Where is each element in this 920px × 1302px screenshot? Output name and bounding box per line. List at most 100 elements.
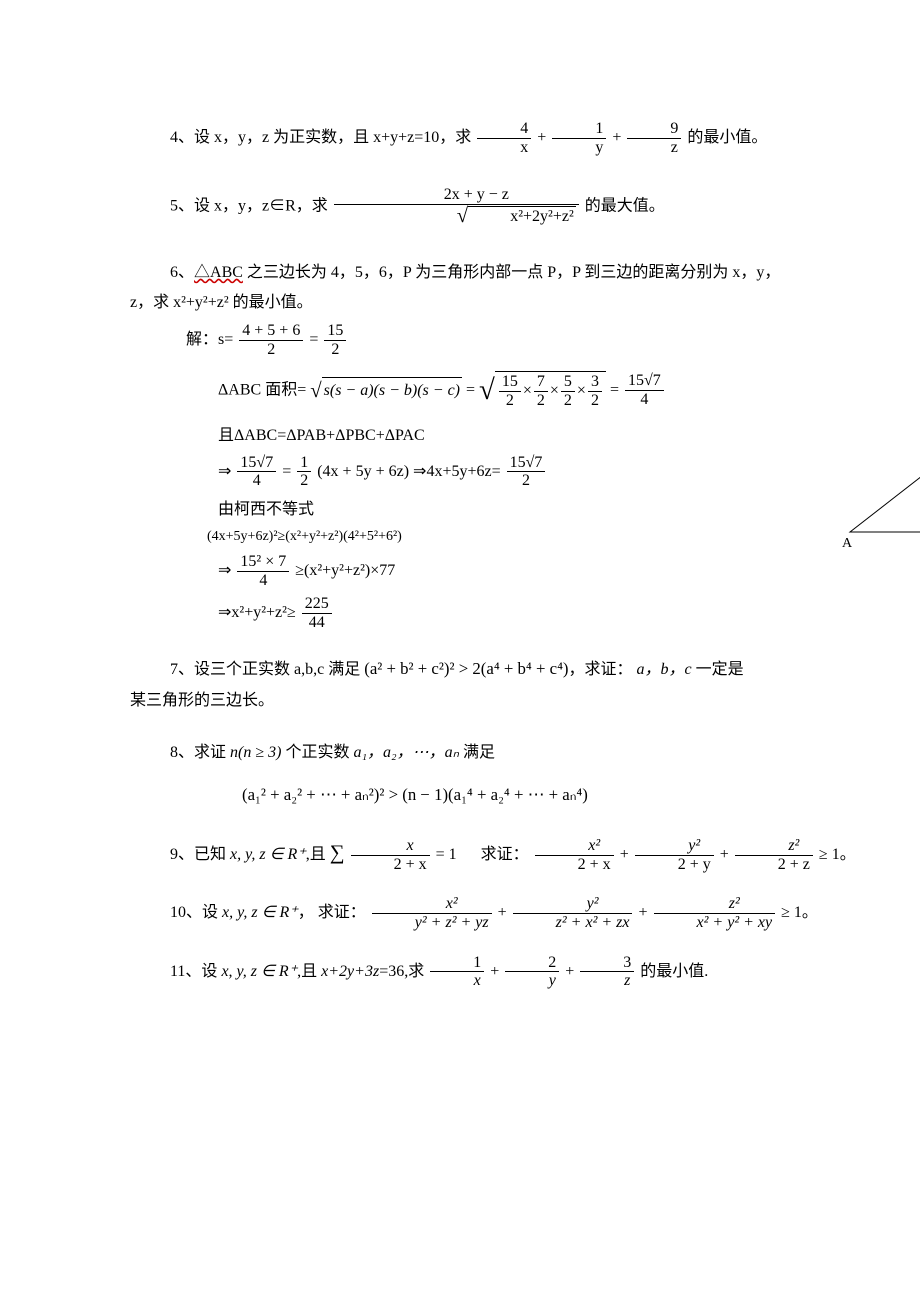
text: 满足 bbox=[463, 744, 495, 761]
expr: (a² + b² + c²)² > 2(a⁴ + b⁴ + c⁴) bbox=[364, 659, 568, 678]
denominator: y² + z² + yz bbox=[372, 914, 492, 932]
numerator: y² bbox=[513, 895, 633, 914]
cauchy-label: 由柯西不等式 bbox=[130, 498, 920, 522]
fraction: 152 bbox=[324, 322, 346, 358]
triangle-abc: △ABC bbox=[194, 264, 243, 281]
numerator: 7 bbox=[534, 373, 548, 392]
numerator: 3 bbox=[588, 373, 602, 392]
text: ,且 bbox=[306, 846, 326, 863]
domain: x, y, z ∈ R⁺ bbox=[221, 962, 297, 979]
numerator: 4 + 5 + 6 bbox=[239, 322, 303, 341]
numerator: 1 bbox=[297, 454, 311, 473]
expr: (4x + 5y + 6z) bbox=[317, 463, 409, 480]
text: 求证： bbox=[481, 846, 529, 863]
numerator: y² bbox=[635, 837, 714, 856]
label: 解：s= bbox=[186, 331, 233, 348]
numerator: 15 bbox=[324, 322, 346, 341]
op: + bbox=[537, 129, 546, 146]
problem-6-line1: 6、△ABC 之三边长为 4，5，6，P 为三角形内部一点 P，P 到三边的距离… bbox=[130, 258, 920, 288]
text: 求证： bbox=[318, 904, 366, 921]
op: ⇒ bbox=[218, 463, 231, 480]
fraction: y²z² + x² + zx bbox=[513, 895, 633, 931]
denominator: z² + x² + zx bbox=[513, 914, 633, 932]
problem-9: 9、已知 x, y, z ∈ R⁺,且 ∑ x2 + x = 1 求证： x²2… bbox=[130, 833, 920, 873]
numerator: x² bbox=[535, 837, 614, 856]
solution-imp1: ⇒ 15√74 = 12 (4x + 5y + 6z) ⇒4x+5y+6z= 1… bbox=[130, 454, 920, 490]
fraction: 72 bbox=[534, 373, 548, 409]
numerator: 15 bbox=[499, 373, 521, 392]
text: 设 bbox=[202, 904, 218, 921]
expr: x+2y+3z bbox=[321, 962, 379, 979]
text: ，求证： bbox=[569, 661, 633, 678]
problem-11-line: 11、设 x, y, z ∈ R⁺,且 x+2y+3z=36,求 1x + 2y… bbox=[130, 954, 920, 990]
vars: a，b，c bbox=[637, 661, 692, 678]
text: 之三边长为 4，5，6，P 为三角形内部一点 P，P 到三边的距离分别为 x，y… bbox=[243, 264, 781, 281]
seq: a₁，a₂，⋯，aₙ bbox=[353, 744, 459, 761]
fraction: x²y² + z² + yz bbox=[372, 895, 492, 931]
op: ⇒ bbox=[218, 562, 231, 579]
numerator: 5 bbox=[561, 373, 575, 392]
text: 设 x，y，z 为正实数，且 x+y+z=10，求 bbox=[194, 129, 471, 146]
fraction: 4x bbox=[477, 120, 531, 156]
op: × bbox=[523, 382, 532, 399]
sqrt: √s(s − a)(s − b)(s − c) bbox=[310, 375, 462, 406]
numerator: z² bbox=[654, 895, 776, 914]
problem-number: 4、 bbox=[170, 129, 194, 146]
expr: ≥(x²+y²+z²)×77 bbox=[295, 562, 395, 579]
problem-4-line: 4、设 x，y，z 为正实数，且 x+y+z=10，求 4x + 1y + 9z… bbox=[130, 120, 920, 156]
text: 设 x，y，z∈R，求 bbox=[194, 198, 328, 215]
op: + bbox=[565, 962, 574, 979]
text: 已知 bbox=[194, 846, 226, 863]
solution-imp3: ⇒x²+y²+z²≥ 22544 bbox=[130, 595, 920, 631]
problem-11: 11、设 x, y, z ∈ R⁺,且 x+2y+3z=36,求 1x + 2y… bbox=[130, 954, 920, 990]
denominator: 2 bbox=[499, 392, 521, 410]
fraction: 2y bbox=[505, 954, 559, 990]
denominator: 44 bbox=[302, 614, 332, 632]
denominator: 2 bbox=[239, 341, 303, 359]
op: + bbox=[490, 962, 499, 979]
numerator: x bbox=[351, 837, 430, 856]
text: 求证 bbox=[194, 744, 226, 761]
sqrt: √x²+2y²+z² bbox=[377, 205, 576, 228]
denominator: y bbox=[505, 972, 559, 990]
fraction: 1y bbox=[552, 120, 606, 156]
domain: x, y, z ∈ R⁺ bbox=[222, 904, 298, 921]
op: = 1 bbox=[436, 846, 457, 863]
denominator: 2 + x bbox=[535, 856, 614, 874]
expr: (a₁² + a₂² + ⋯ + aₙ²)² > (n − 1)(a₁⁴ + a… bbox=[242, 785, 588, 804]
fraction: 15√74 bbox=[237, 454, 276, 490]
problem-8-line1: 8、求证 n(n ≥ 3) 个正实数 a₁，a₂，⋯，aₙ 满足 bbox=[130, 738, 920, 768]
fraction: 22544 bbox=[302, 595, 332, 631]
problem-7-line2: 某三角形的三边长。 bbox=[130, 686, 920, 716]
numerator: 15√7 bbox=[507, 454, 546, 473]
numerator: z² bbox=[735, 837, 813, 856]
denominator: 4 bbox=[237, 472, 276, 490]
denominator: 2 bbox=[297, 472, 311, 490]
op: = bbox=[309, 331, 318, 348]
op: ≥ 1 bbox=[819, 846, 840, 863]
op: × bbox=[577, 382, 586, 399]
fraction: 15√72 bbox=[507, 454, 546, 490]
numerator: 15√7 bbox=[625, 372, 664, 391]
problem-9-line: 9、已知 x, y, z ∈ R⁺,且 ∑ x2 + x = 1 求证： x²2… bbox=[130, 833, 920, 873]
sqrt: √ 152×72×52×32 bbox=[479, 369, 606, 412]
problem-4: 4、设 x，y，z 为正实数，且 x+y+z=10，求 4x + 1y + 9z… bbox=[130, 120, 920, 156]
domain: x, y, z ∈ R⁺ bbox=[230, 846, 306, 863]
op: = bbox=[610, 381, 623, 398]
text: 。 bbox=[840, 846, 856, 863]
radicand: 152×72×52×32 bbox=[495, 371, 606, 409]
numerator: 1 bbox=[430, 954, 484, 973]
fraction: 4 + 5 + 62 bbox=[239, 322, 303, 358]
numerator: 9 bbox=[627, 120, 681, 139]
fraction: 2x + y − z √x²+2y²+z² bbox=[334, 186, 579, 227]
problem-number: 11、 bbox=[170, 962, 201, 979]
expr: n(n ≥ 3) bbox=[230, 744, 281, 761]
text: 的最小值。 bbox=[687, 129, 767, 146]
text: 的最大值。 bbox=[585, 198, 665, 215]
numerator: 2x + y − z bbox=[334, 186, 579, 205]
numerator: 15² × 7 bbox=[237, 553, 289, 572]
text: 设 bbox=[201, 962, 217, 979]
problem-number: 10、 bbox=[170, 904, 202, 921]
op: + bbox=[612, 129, 621, 146]
denominator: x² + y² + xy bbox=[654, 914, 776, 932]
